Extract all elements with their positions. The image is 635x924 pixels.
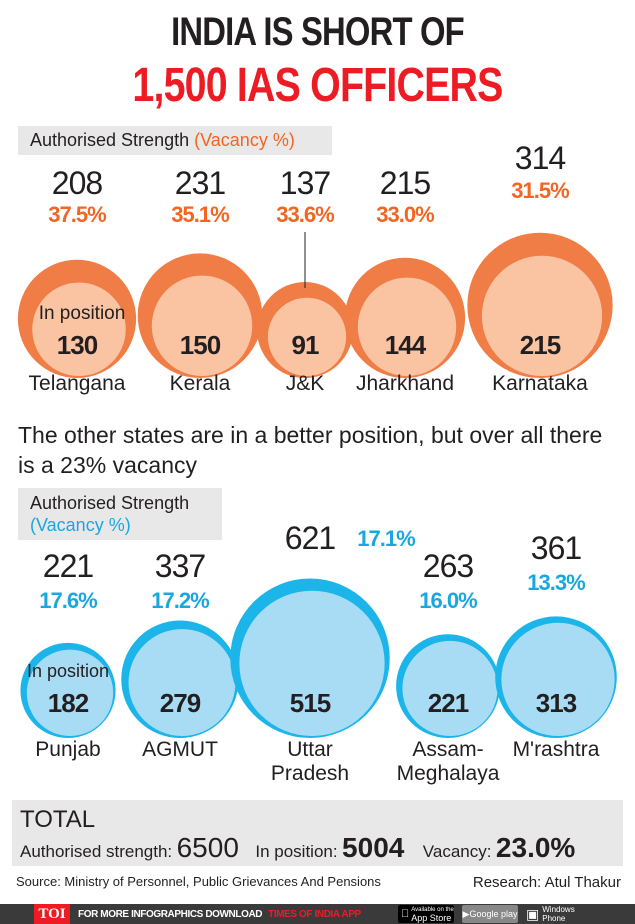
- authorised-value: 263: [422, 548, 474, 584]
- authorised-value: 361: [530, 530, 582, 566]
- windows-phone-label: Windows Phone: [542, 905, 575, 923]
- state-name: M'rashtra: [512, 738, 600, 761]
- in-position-bubble: [267, 297, 347, 376]
- in-position-value: 279: [159, 688, 201, 718]
- vacancy-pct: 35.1%: [171, 202, 229, 227]
- vacancy-pct: 17.2%: [151, 588, 209, 613]
- vacancy-label: Vacancy:: [422, 842, 492, 861]
- vacancy-pct: 33.0%: [376, 202, 434, 227]
- title-line-2: 1,500 IAS OFFICERS: [132, 59, 503, 112]
- authorised-value: 221: [42, 548, 94, 584]
- state-name: Jharkhand: [355, 372, 455, 395]
- in-position-bubble: [357, 277, 457, 376]
- vacancy-pct: 37.5%: [48, 202, 106, 227]
- in-position-value: 215: [519, 330, 561, 360]
- authorised-label: Authorised strength:: [20, 842, 173, 861]
- authorised-value: 621: [284, 520, 336, 556]
- in-position-value: 91: [291, 330, 320, 360]
- authorised-value: 137: [279, 165, 331, 201]
- state-name: Kerala: [169, 372, 231, 395]
- in-position-label: In position: [38, 303, 126, 324]
- state-name: J&K: [285, 372, 325, 395]
- app-store-small-label: Available on the: [403, 907, 454, 913]
- vacancy-pct: 13.3%: [527, 570, 585, 595]
- total-heading: TOTAL: [20, 806, 96, 833]
- authorised-value: 231: [174, 165, 226, 201]
- authorised-value: 6500: [176, 832, 239, 863]
- windows-icon: ▣: [526, 906, 540, 922]
- in-position-bubble: [501, 622, 615, 736]
- authorised-value: 208: [51, 165, 103, 201]
- windows-phone-badge[interactable]: ▣ Windows Phone: [526, 905, 582, 923]
- in-position-value: 515: [289, 688, 331, 718]
- in-position-value: 182: [47, 688, 89, 718]
- legend-top: Authorised Strength (Vacancy %): [18, 126, 332, 155]
- in-position-value: 144: [384, 330, 426, 360]
- footer-text-row: FOR MORE INFOGRAPHICS DOWNLOAD TIMES OF …: [78, 904, 361, 924]
- app-store-badge[interactable]:  Available on the App Store: [398, 905, 454, 923]
- in-position-bubble: [239, 590, 385, 736]
- apple-icon: : [401, 908, 409, 920]
- vacancy-value: 23.0%: [495, 832, 576, 863]
- middle-text: The other states are in a better positio…: [18, 422, 603, 478]
- in-position-bubble: [128, 629, 236, 736]
- legend-label: Authorised Strength: [30, 493, 190, 513]
- legend-label: Authorised Strength: [30, 130, 190, 150]
- in-position-label: In position:: [255, 842, 338, 861]
- footer-bar: TOI FOR MORE INFOGRAPHICS DOWNLOAD TIMES…: [0, 904, 635, 924]
- in-position-value: 130: [56, 330, 98, 360]
- legend-pct: (Vacancy %): [30, 515, 131, 535]
- state-name: Karnataka: [492, 372, 588, 395]
- state-name: Uttar: [287, 738, 333, 761]
- state-name: Pradesh: [270, 762, 350, 785]
- footer-text: FOR MORE INFOGRAPHICS DOWNLOAD: [78, 908, 263, 920]
- in-position-bubble: [32, 282, 126, 376]
- total-row: Authorised strength: 6500 In position: 5…: [20, 832, 575, 864]
- legend-bottom: Authorised Strength (Vacancy %): [18, 488, 222, 540]
- state-name: Assam-: [412, 738, 484, 761]
- research-credit: Research: Atul Thakur: [472, 874, 621, 891]
- vacancy-pct: 16.0%: [419, 588, 477, 613]
- legend-pct: (Vacancy %): [194, 130, 295, 150]
- in-position-bubble: [26, 649, 114, 736]
- vacancy-pct: 17.6%: [39, 588, 97, 613]
- in-position-label: In position: [26, 661, 110, 681]
- in-position-bubble: [151, 275, 253, 376]
- in-position-value: 150: [179, 330, 221, 360]
- total-box: TOTAL Authorised strength: 6500 In posit…: [12, 800, 623, 866]
- source: Source: Ministry of Personnel, Public Gr…: [16, 874, 381, 889]
- toi-logo[interactable]: TOI: [34, 904, 70, 924]
- play-icon: ▶: [462, 909, 470, 919]
- vacancy-pct: 33.6%: [276, 202, 334, 227]
- vacancy-pct: 17.1%: [357, 526, 415, 551]
- title-line-1: INDIA IS SHORT OF: [171, 10, 465, 54]
- state-name: Punjab: [35, 738, 101, 761]
- in-position-bubble: [402, 640, 498, 736]
- state-name: Telangana: [28, 372, 126, 395]
- authorised-value: 337: [154, 548, 206, 584]
- google-play-label: Google play: [469, 909, 518, 919]
- authorised-value: 215: [379, 165, 431, 201]
- in-position-value: 313: [535, 688, 577, 718]
- vacancy-pct: 31.5%: [511, 178, 569, 203]
- app-store-label: App Store: [403, 913, 451, 923]
- state-name: AGMUT: [142, 738, 218, 761]
- in-position-value: 5004: [342, 832, 405, 863]
- footer-app-link[interactable]: TIMES OF INDIA APP: [268, 908, 361, 920]
- authorised-value: 314: [514, 140, 566, 176]
- in-position-value: 221: [427, 688, 469, 718]
- in-position-bubble: [481, 255, 603, 376]
- state-name: Meghalaya: [396, 762, 500, 785]
- google-play-badge[interactable]: ▶Google play: [462, 905, 518, 923]
